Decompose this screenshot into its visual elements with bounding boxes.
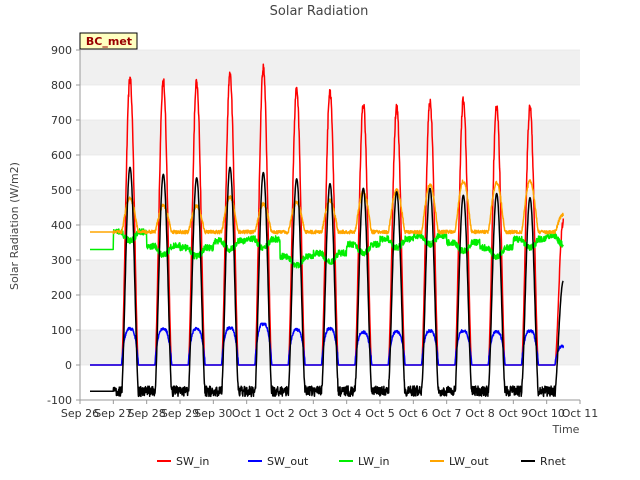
legend-label: LW_in xyxy=(358,455,390,468)
legend-label: Rnet xyxy=(540,455,566,468)
x-tick-label: Sep 28 xyxy=(128,407,166,420)
y-tick-label: 200 xyxy=(51,289,72,302)
legend: SW_in SW_out LW_in LW_out Rnet xyxy=(157,455,566,468)
site-badge-box xyxy=(79,32,138,50)
grid-band xyxy=(80,330,580,365)
grid-band xyxy=(80,120,580,155)
grid-band xyxy=(80,260,580,295)
x-tick-label: Sep 30 xyxy=(194,407,232,420)
x-tick-label: Oct 5 xyxy=(365,407,395,420)
chart-title: Solar Radiation xyxy=(270,4,369,19)
x-tick-label: Sep 27 xyxy=(94,407,132,420)
y-axis-label: Solar Radiation (W/m2) xyxy=(8,162,21,290)
x-tick-label: Oct 11 xyxy=(562,407,599,420)
y-tick-label: 700 xyxy=(51,114,72,127)
y-tick-label: 100 xyxy=(51,324,72,337)
y-tick-label: 300 xyxy=(51,254,72,267)
y-tick-label: 800 xyxy=(51,79,72,92)
grid-band xyxy=(80,190,580,225)
x-tick-label: Sep 26 xyxy=(61,407,99,420)
legend-entry-rnet: Rnet xyxy=(521,455,566,468)
x-tick-label: Oct 4 xyxy=(332,407,362,420)
legend-entry-sw-in: SW_in xyxy=(157,455,209,468)
x-tick-label: Oct 7 xyxy=(432,407,462,420)
x-tick-label: Oct 1 xyxy=(232,407,262,420)
y-tick-label: 600 xyxy=(51,149,72,162)
legend-label: SW_out xyxy=(267,455,309,468)
site-badge: BC_met xyxy=(79,32,138,50)
x-tick-label: Sep 29 xyxy=(161,407,199,420)
x-tick-label: Oct 9 xyxy=(499,407,529,420)
legend-label: SW_in xyxy=(176,455,209,468)
legend-label: LW_out xyxy=(449,455,489,468)
series-line-sw-out xyxy=(89,322,565,366)
x-tick-label: Oct 10 xyxy=(528,407,565,420)
x-tick-label: Oct 8 xyxy=(465,407,495,420)
series-layer xyxy=(89,63,565,398)
x-tick-label: Oct 3 xyxy=(299,407,329,420)
y-tick-label: 0 xyxy=(65,359,72,372)
y-tick-label: 500 xyxy=(51,184,72,197)
y-tick-label: -100 xyxy=(47,394,72,407)
site-badge-text: BC_met xyxy=(86,35,132,48)
legend-entry-lw-out: LW_out xyxy=(430,455,489,468)
series-line-lw-out xyxy=(89,179,565,235)
grid-band xyxy=(80,50,580,85)
y-tick-label: 900 xyxy=(51,44,72,57)
x-axis-label: Time xyxy=(552,423,580,436)
x-tick-label: Oct 6 xyxy=(399,407,429,420)
y-tick-label: 400 xyxy=(51,219,72,232)
series-line-rnet xyxy=(89,166,564,398)
x-tick-label: Oct 2 xyxy=(265,407,295,420)
legend-entry-lw-in: LW_in xyxy=(339,455,390,468)
legend-entry-sw-out: SW_out xyxy=(248,455,309,468)
